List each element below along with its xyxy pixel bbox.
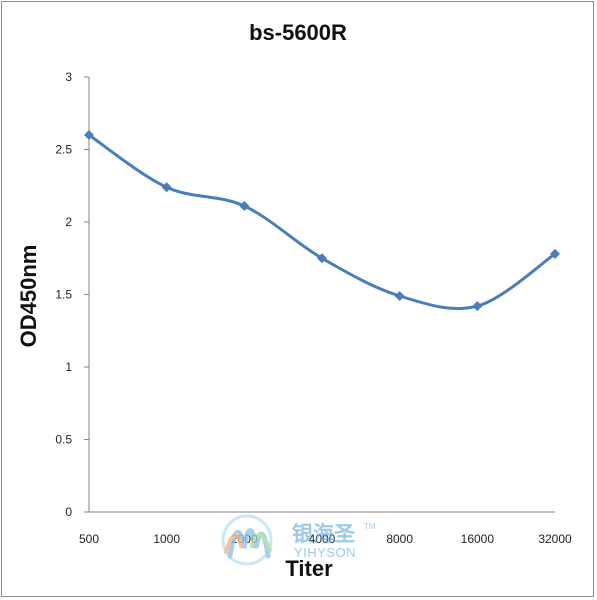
axes bbox=[84, 76, 555, 513]
data-point-marker bbox=[472, 301, 483, 312]
y-tick-labels: 0 0.5 1 1.5 2 2.5 3 bbox=[55, 70, 72, 519]
x-tick-label: 500 bbox=[79, 532, 99, 546]
y-tick-label: 0 bbox=[65, 505, 72, 519]
x-tick-label: 16000 bbox=[461, 532, 495, 546]
y-axis-title: OD450nm bbox=[16, 245, 41, 348]
data-point-marker bbox=[239, 201, 250, 212]
data-point-marker bbox=[84, 130, 94, 140]
y-tick-label: 3 bbox=[65, 70, 72, 84]
chart-title: bs-5600R bbox=[249, 20, 347, 45]
watermark-logo-icon bbox=[221, 514, 273, 566]
y-tick-label: 2.5 bbox=[55, 143, 72, 157]
x-axis-title: Titer bbox=[285, 556, 333, 581]
data-point-marker bbox=[550, 248, 560, 259]
y-tick-label: 1.5 bbox=[55, 288, 72, 302]
watermark-tm: TM bbox=[364, 522, 376, 531]
series-group bbox=[84, 130, 560, 312]
data-point-marker bbox=[161, 182, 172, 193]
y-tick-label: 1 bbox=[65, 360, 72, 374]
x-tick-label: 4000 bbox=[309, 532, 336, 546]
x-tick-label: 8000 bbox=[386, 532, 413, 546]
x-tick-label: 1000 bbox=[153, 532, 180, 546]
y-tick-label: 0.5 bbox=[55, 433, 72, 447]
y-tick-label: 2 bbox=[65, 215, 72, 229]
watermark: 银海圣 TM YIHYSON bbox=[221, 514, 376, 566]
data-point-marker bbox=[394, 290, 405, 301]
watermark-en: YIHYSON bbox=[294, 545, 356, 560]
series-line bbox=[88, 133, 556, 311]
x-tick-label: 32000 bbox=[538, 532, 572, 546]
watermark-cn: 银海圣 bbox=[292, 522, 356, 546]
data-point-marker bbox=[317, 253, 327, 264]
